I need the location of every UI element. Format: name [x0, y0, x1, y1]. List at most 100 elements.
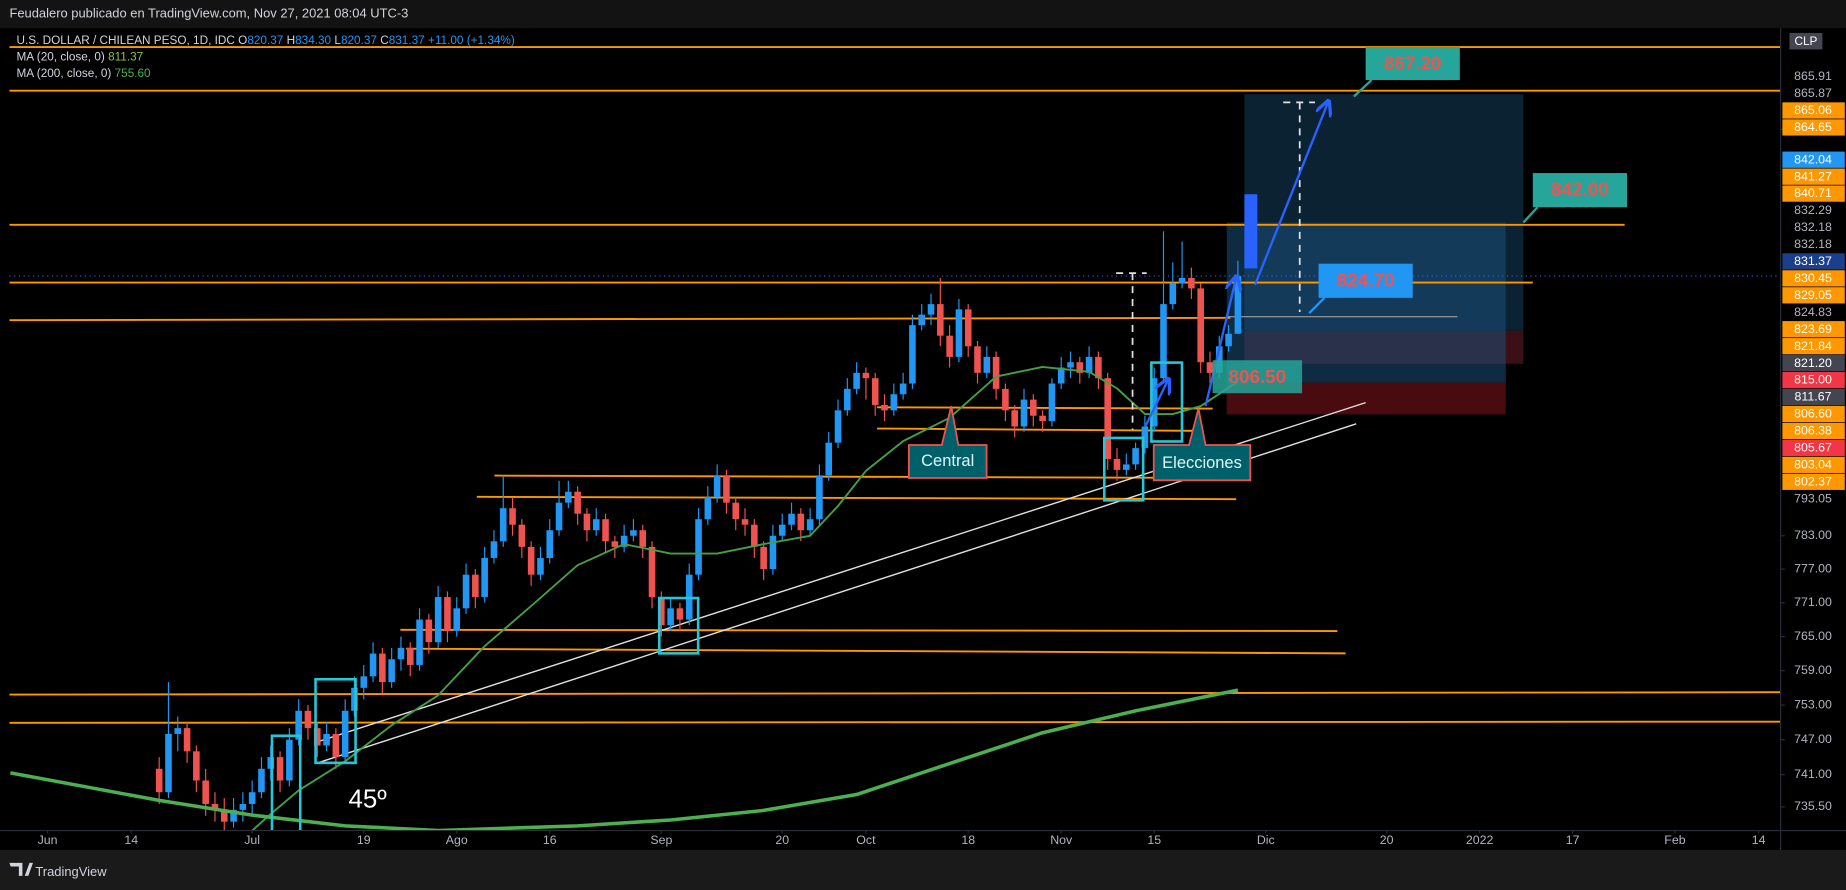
candle-body	[927, 304, 935, 315]
legend-symbol: U.S. DOLLAR / CHILEAN PESO, 1D, IDC O820…	[17, 34, 515, 47]
candle-body	[360, 676, 368, 688]
candle-body	[732, 502, 740, 520]
x-tick-label: Ago	[446, 833, 468, 847]
x-tick-label: Dic	[1257, 833, 1275, 847]
candle-body	[778, 524, 786, 536]
ohlc-key: O	[238, 34, 247, 47]
candle-body	[248, 792, 256, 804]
drawings-front: 867.20 842.00 824.70 806.50 Central Elec…	[270, 47, 1627, 830]
candle-body	[416, 619, 423, 665]
price-label: 832.18	[1794, 220, 1832, 234]
ohlc-value: 820.37	[341, 34, 377, 47]
y-tick-label: 771.00	[1794, 595, 1832, 609]
price-label: 842.04	[1794, 152, 1832, 166]
tag-connector	[1353, 79, 1373, 98]
x-tick-label: Sep	[650, 833, 672, 847]
price-label: 831.37	[1794, 254, 1832, 268]
candle-body	[611, 541, 619, 547]
candle-body	[276, 757, 284, 781]
x-tick-label: Oct	[856, 833, 876, 847]
chart-pane	[0, 28, 1846, 850]
candle-body	[918, 314, 926, 326]
candle-body	[406, 647, 414, 665]
ohlc-value: 834.30	[295, 34, 331, 47]
price-label-box	[1782, 236, 1845, 253]
candle-body	[1020, 399, 1028, 427]
ma-line	[251, 366, 1239, 830]
candle-body	[211, 803, 219, 810]
price-label: 793.05	[1794, 491, 1832, 505]
candle-body	[844, 388, 851, 411]
candle-body	[974, 346, 981, 373]
candle-body	[155, 768, 163, 793]
arrow	[1204, 278, 1237, 407]
price-label-box	[1782, 405, 1845, 423]
price-label: 806.60	[1794, 407, 1832, 421]
tag-connector	[1522, 206, 1539, 224]
candle-body	[1067, 362, 1074, 368]
candle-body	[397, 647, 405, 660]
level-line	[877, 406, 1213, 410]
candle-body	[202, 780, 209, 804]
level-line	[9, 316, 1231, 322]
candle-body	[258, 768, 265, 793]
candle-body	[871, 378, 879, 405]
price-label-box	[1782, 388, 1845, 406]
price-label: 865.87	[1794, 86, 1832, 100]
x-tick-label: 20	[775, 833, 789, 847]
candle-body	[630, 530, 637, 536]
candle-body	[472, 574, 479, 598]
legend-value: 811.37	[108, 51, 143, 64]
price-label-box	[1782, 253, 1845, 270]
logo	[9, 862, 33, 876]
candle-body	[853, 372, 860, 389]
candle-body	[1095, 356, 1102, 379]
price-label: 829.05	[1794, 288, 1832, 302]
candle-body	[1132, 448, 1139, 465]
x-tick-label: 18	[961, 833, 975, 847]
candle-body	[825, 442, 833, 476]
candle-body	[1048, 383, 1056, 422]
candle-body	[1011, 410, 1019, 427]
candle-body	[676, 608, 684, 620]
legend-name: MA (200, close, 0)	[17, 67, 112, 80]
axes: 735.50 741.00 747.00 753.00 759.00 765.00 771.…	[38, 68, 1845, 847]
price-label-box	[1782, 168, 1845, 185]
price-label: 815.00	[1794, 373, 1832, 387]
price-label: 832.29	[1794, 203, 1832, 217]
price-tag	[1365, 47, 1460, 81]
candle-body	[769, 535, 777, 570]
ohlc-key: L	[334, 34, 341, 47]
candle-body	[741, 519, 749, 525]
candle-body	[1150, 378, 1158, 427]
y-tick-label: 777.00	[1794, 561, 1832, 575]
candle-body	[992, 356, 1000, 389]
candle-body	[453, 608, 461, 631]
candle-body	[1030, 399, 1037, 416]
price-label: 824.83	[1794, 305, 1832, 319]
price-label-box	[1782, 287, 1845, 304]
candle-body	[537, 557, 544, 575]
candle-body	[1085, 356, 1093, 373]
candle-body	[1234, 276, 1242, 334]
price-label: 841.27	[1794, 169, 1832, 183]
tag-connector	[1308, 297, 1326, 314]
price-label-box	[1782, 355, 1845, 372]
level-line	[494, 474, 1232, 479]
candle-body	[713, 475, 721, 498]
candle-body	[304, 710, 312, 729]
x-tick-label: Jul	[244, 833, 260, 847]
price-label: 840.71	[1794, 186, 1832, 200]
change: +11.00 (+1.34%)	[428, 34, 515, 47]
level-line	[476, 495, 1237, 501]
legend-name: MA (20, close, 0)	[17, 51, 105, 64]
highlight-box	[314, 677, 357, 765]
price-label-box	[1782, 490, 1845, 507]
candle-body	[174, 728, 182, 734]
price-label-box	[1782, 422, 1845, 440]
projected-candle	[1244, 194, 1258, 269]
candle-body	[1188, 277, 1195, 289]
level-line	[400, 628, 1338, 632]
candle-body	[509, 508, 516, 525]
price-label-box	[1782, 68, 1845, 85]
